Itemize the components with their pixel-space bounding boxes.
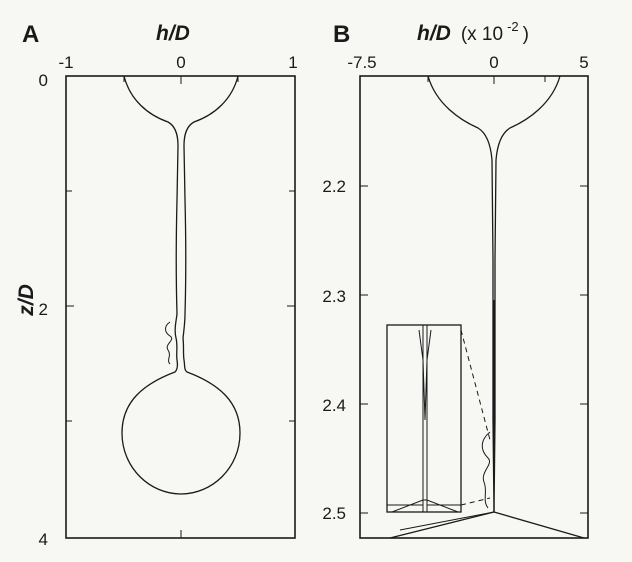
panel-b-x-axis-title-main: h/D	[417, 22, 451, 45]
panel-a-x-tick-label-1: 1	[288, 53, 297, 72]
panel-a: A h/D -1 0 1 0 2 4 z/D	[15, 21, 298, 549]
panel-b-inset-drop-edge	[391, 499, 459, 513]
panel-b-x-axis-title: h/D (x 10 -2 )	[417, 18, 529, 45]
panel-a-profile-right	[180, 75, 241, 495]
panel-a-x-tick-label-0: 0	[176, 53, 185, 72]
panel-b-y-tick-label-2-3: 2.3	[322, 287, 346, 306]
panel-b-drop-left-edge	[389, 511, 495, 539]
panel-b-y-tick-label-2-4: 2.4	[322, 396, 346, 415]
panel-b: B h/D (x 10 -2 ) -7.5 0 5 2.2 2.3 2.4 2.…	[322, 18, 589, 539]
panel-a-x-tick-label-neg1: -1	[58, 53, 73, 72]
panel-b-y-tick-label-2-2: 2.2	[322, 177, 346, 196]
panel-b-drop-right-edge	[493, 511, 585, 539]
panel-b-profile-right	[493, 75, 561, 513]
panel-b-inset-neck	[418, 329, 432, 421]
panel-a-frame	[65, 75, 296, 539]
panel-a-x-axis-title: h/D	[156, 22, 190, 45]
panel-a-satellite-wave	[165, 321, 173, 365]
panel-b-x-tick-label-neg7-5: -7.5	[347, 53, 376, 72]
panel-a-y-tick-label-0: 0	[39, 71, 48, 90]
panel-a-profile-left	[121, 75, 182, 495]
panel-b-satellite-wave	[481, 431, 491, 509]
panel-b-drop-inner-edge	[399, 511, 495, 531]
panel-b-x-axis-title-close: )	[523, 24, 529, 45]
panel-b-y-tick-label-2-5: 2.5	[322, 504, 346, 523]
panel-b-x-axis-title-suffix: (x 10	[461, 24, 503, 45]
panel-b-x-axis-title-exponent: -2	[507, 19, 519, 34]
panel-b-x-tick-label-0: 0	[489, 53, 498, 72]
panel-b-zoom-line-top	[460, 329, 491, 441]
panel-a-y-axis-title: z/D	[15, 284, 38, 317]
panel-b-inset-box	[386, 324, 462, 513]
panel-b-x-tick-label-5: 5	[579, 53, 588, 72]
panel-a-letter: A	[22, 21, 39, 48]
panel-b-profile-left	[427, 75, 495, 513]
panel-b-letter: B	[333, 21, 350, 48]
panel-a-y-tick-label-4: 4	[39, 530, 48, 549]
panel-a-y-tick-label-2: 2	[39, 300, 48, 319]
panel-b-zoom-line-bottom	[460, 497, 491, 506]
panel-b-frame	[359, 75, 589, 539]
